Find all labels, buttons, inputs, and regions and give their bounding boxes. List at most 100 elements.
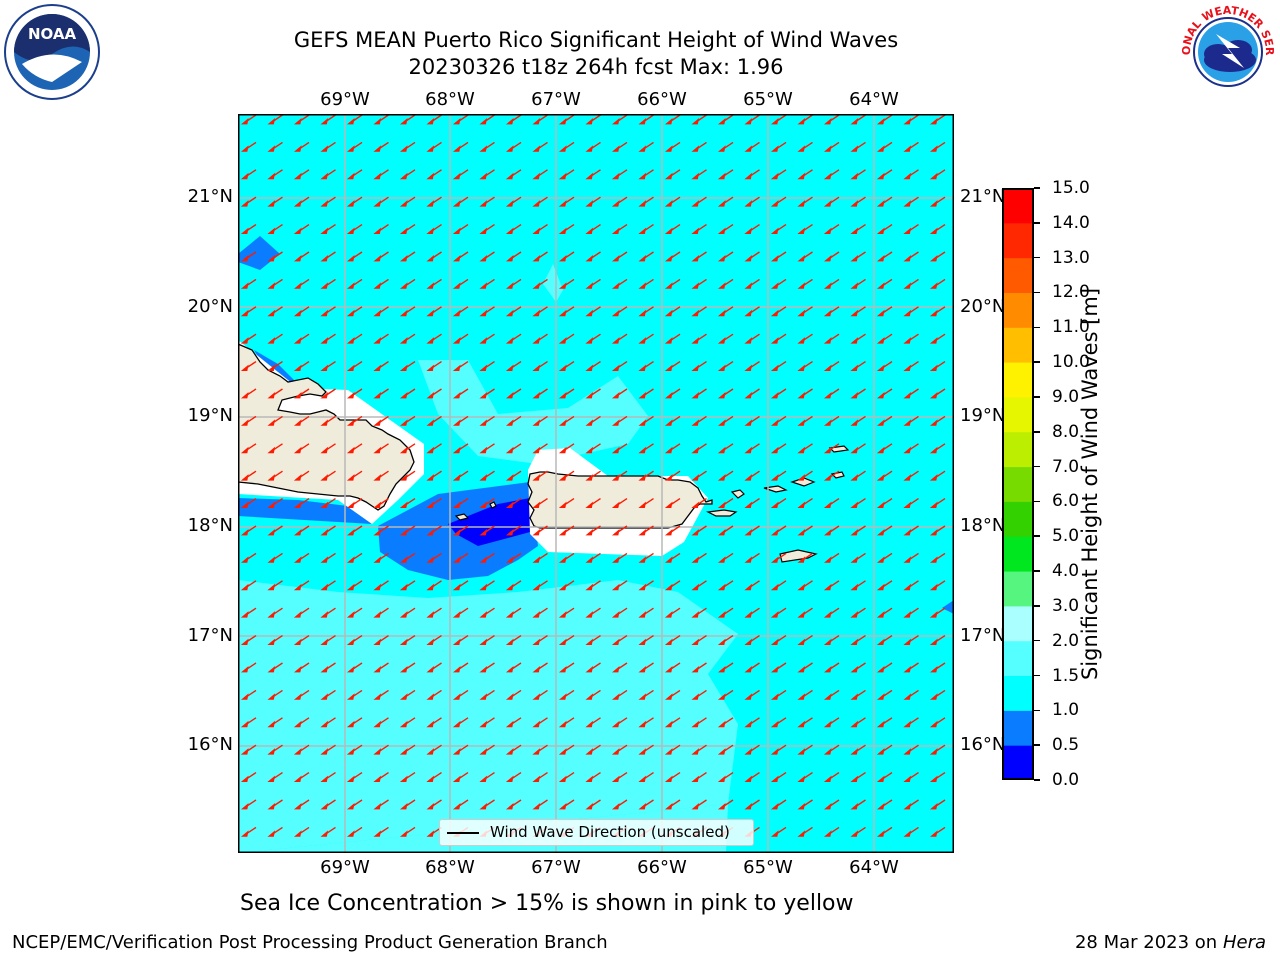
wave-arrow-head bbox=[452, 364, 461, 371]
wave-arrow-head bbox=[240, 364, 249, 371]
wave-arrow-head bbox=[770, 693, 779, 700]
wave-arrow-head bbox=[479, 172, 488, 180]
wave-arrow-head bbox=[346, 501, 355, 508]
wave-arrow-head bbox=[267, 364, 276, 371]
wave-arrow-head bbox=[850, 748, 859, 755]
lat-label-left: 16°N bbox=[187, 734, 233, 755]
wave-arrow-head bbox=[770, 665, 779, 673]
footer-date: 28 Mar 2023 on Hera bbox=[1075, 932, 1266, 954]
colorbar-tick-label: 7.0 bbox=[1052, 456, 1080, 477]
wave-arrow-head bbox=[585, 501, 594, 508]
wave-arrow-head bbox=[293, 446, 302, 454]
wave-arrow-head bbox=[452, 200, 461, 207]
wave-arrow-head bbox=[770, 556, 779, 563]
colorbar-tick-label: 5.0 bbox=[1052, 526, 1080, 547]
wave-arrow-head bbox=[823, 145, 832, 152]
wave-arrow-head bbox=[532, 200, 541, 207]
wave-arrow-head bbox=[452, 802, 461, 810]
wave-arrow-head bbox=[876, 748, 885, 755]
wave-arrow-head bbox=[373, 419, 382, 426]
colorbar-tick-mark bbox=[1034, 396, 1040, 398]
wave-arrow-head bbox=[320, 583, 329, 591]
wave-arrow-head bbox=[664, 200, 673, 207]
wave-arrow-head bbox=[346, 830, 355, 837]
wave-arrow-head bbox=[744, 254, 753, 262]
wave-arrow-head bbox=[505, 364, 514, 371]
wave-arrow-head bbox=[664, 446, 673, 454]
colorbar-tick-label: 8.0 bbox=[1052, 421, 1080, 442]
wave-arrow-head bbox=[532, 145, 541, 152]
wave-arrow-head bbox=[850, 474, 859, 481]
wave-arrow-head bbox=[585, 665, 594, 673]
wave-arrow-head bbox=[452, 172, 461, 180]
wave-arrow-head bbox=[744, 419, 753, 426]
wave-arrow-head bbox=[267, 309, 276, 317]
colorbar bbox=[1002, 188, 1034, 780]
wave-arrow-head bbox=[532, 583, 541, 591]
wave-arrow-head bbox=[744, 556, 753, 563]
chart-subtitle: 20230326 t18z 264h fcst Max: 1.96 bbox=[408, 55, 784, 79]
wave-arrow-head bbox=[876, 200, 885, 207]
wave-arrow-head bbox=[691, 693, 700, 700]
wave-arrow-head bbox=[293, 200, 302, 207]
wave-arrow-head bbox=[267, 227, 276, 234]
wave-arrow-head bbox=[664, 391, 673, 399]
wave-arrow-head bbox=[558, 254, 567, 262]
wave-arrow-head bbox=[611, 282, 620, 289]
wave-arrow-head bbox=[717, 556, 726, 563]
wave-arrow-head bbox=[558, 391, 567, 399]
wave-arrow-head bbox=[585, 172, 594, 180]
wave-arrow-head bbox=[452, 693, 461, 700]
wave-arrow-head bbox=[611, 611, 620, 618]
wave-arrow-head bbox=[903, 227, 912, 234]
wave-arrow-head bbox=[373, 391, 382, 399]
wave-arrow-head bbox=[770, 200, 779, 207]
wave-arrow-head bbox=[850, 583, 859, 591]
wave-arrow-head bbox=[638, 282, 647, 289]
wave-arrow-head bbox=[399, 227, 408, 234]
wave-arrow-head bbox=[611, 556, 620, 563]
wave-arrow-head bbox=[611, 665, 620, 673]
wave-arrow-head bbox=[638, 528, 647, 536]
wave-arrow-head bbox=[426, 337, 435, 344]
wave-arrow-head bbox=[320, 282, 329, 289]
wave-arrow-head bbox=[373, 665, 382, 673]
wave-arrow-head bbox=[373, 309, 382, 317]
wave-arrow-head bbox=[797, 227, 806, 234]
wave-arrow-head bbox=[293, 254, 302, 262]
wave-arrow-head bbox=[426, 446, 435, 454]
wave-arrow-head bbox=[452, 309, 461, 317]
wave-arrow-head bbox=[770, 145, 779, 152]
wave-contour-0p5-1m-west-edge bbox=[238, 236, 280, 270]
colorbar-tick-mark bbox=[1034, 431, 1040, 433]
colorbar-tick-mark bbox=[1034, 326, 1040, 329]
wave-arrow-head bbox=[585, 583, 594, 591]
wave-arrow-head bbox=[267, 748, 276, 755]
wave-arrow-head bbox=[823, 528, 832, 536]
wave-arrow-head bbox=[664, 638, 673, 645]
map-frame bbox=[238, 114, 954, 853]
wave-arrow-head bbox=[373, 117, 382, 125]
wave-arrow-head bbox=[346, 528, 355, 536]
colorbar-segment bbox=[1002, 257, 1034, 293]
wave-arrow-head bbox=[903, 200, 912, 207]
wave-arrow-head bbox=[903, 611, 912, 618]
wave-arrow-head bbox=[558, 748, 567, 755]
wave-arrow-head bbox=[638, 145, 647, 152]
wave-arrow-head bbox=[320, 254, 329, 262]
wave-arrow-head bbox=[823, 446, 832, 454]
wave-arrow-head bbox=[744, 501, 753, 508]
wave-arrow-head bbox=[664, 227, 673, 234]
wave-arrow-head bbox=[717, 802, 726, 810]
wave-arrow-head bbox=[320, 501, 329, 508]
wave-arrow-head bbox=[903, 501, 912, 508]
legend-line-swatch bbox=[447, 832, 479, 834]
wave-arrow-head bbox=[240, 611, 249, 618]
wave-arrow-head bbox=[479, 748, 488, 755]
wave-arrow-head bbox=[426, 391, 435, 399]
wave-arrow-head bbox=[929, 474, 938, 481]
wave-arrow-head bbox=[373, 693, 382, 700]
noaa-logo-text: NOAA bbox=[28, 25, 77, 43]
wave-arrow-head bbox=[929, 254, 938, 262]
wave-arrow-head bbox=[346, 419, 355, 426]
